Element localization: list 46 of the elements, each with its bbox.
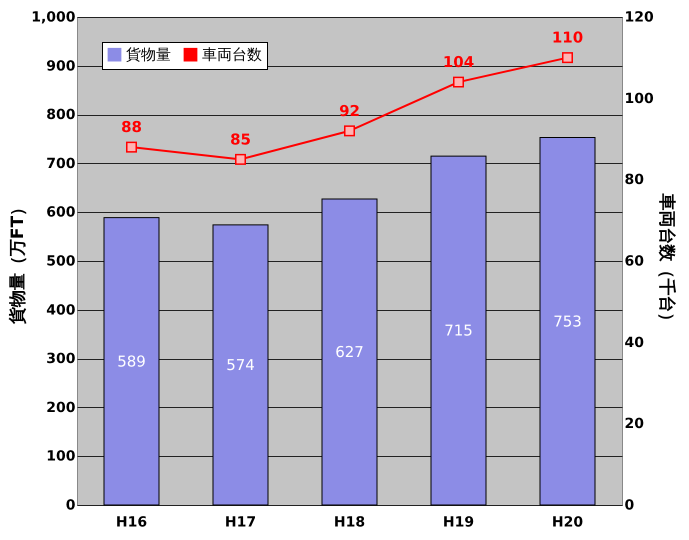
y2-tick-label: 100 — [624, 90, 654, 107]
y-tick-label: 100 — [46, 448, 76, 465]
legend-label: 車両台数 — [202, 46, 262, 64]
data-label: 85 — [230, 130, 251, 148]
x-tick-label: H18 — [334, 514, 366, 530]
data-label: 753 — [553, 312, 582, 330]
y-axis-title: 貨物量（万FT） — [8, 198, 28, 326]
y2-tick-label: 120 — [624, 10, 654, 26]
y-tick-label: 200 — [46, 400, 76, 416]
y-tick-label: 600 — [46, 204, 76, 221]
y2-tick-label: 40 — [624, 334, 644, 351]
data-label: 627 — [335, 343, 364, 362]
y-tick-label: 0 — [66, 498, 76, 514]
data-label: 110 — [552, 28, 584, 47]
y-tick-label: 400 — [46, 302, 76, 318]
y2-tick-label: 0 — [624, 498, 634, 514]
bar — [212, 224, 268, 506]
x-tick-label: H16 — [116, 514, 148, 530]
point — [562, 52, 573, 64]
y2-tick-label: 20 — [624, 416, 644, 432]
y-tick-label: 1,000 — [31, 10, 76, 26]
data-label: 88 — [121, 118, 142, 136]
y-tick-label: 900 — [46, 58, 76, 74]
point — [453, 76, 464, 88]
x-tick-label: H17 — [224, 514, 256, 530]
bar — [540, 137, 596, 506]
point — [126, 142, 137, 153]
data-label: 715 — [444, 322, 473, 340]
data-label: 589 — [117, 352, 146, 370]
y2-tick-label: 60 — [624, 254, 644, 270]
bar — [322, 198, 378, 506]
point — [235, 154, 246, 165]
bar — [104, 217, 160, 506]
legend-label: 貨物量 — [126, 46, 171, 64]
y-tick-label: 500 — [46, 254, 76, 270]
data-label: 574 — [226, 356, 255, 374]
x-tick-label: H20 — [552, 514, 584, 530]
data-label: 92 — [339, 102, 360, 120]
y2-axis-title: 車両台数（千台） — [656, 192, 677, 330]
y2-tick-label: 80 — [624, 172, 644, 188]
x-tick-label: H19 — [442, 514, 474, 530]
bar — [430, 156, 486, 506]
y-tick-label: 800 — [46, 107, 76, 124]
point — [344, 125, 355, 136]
y-tick-label: 300 — [46, 351, 76, 368]
y-tick-label: 700 — [46, 156, 76, 172]
